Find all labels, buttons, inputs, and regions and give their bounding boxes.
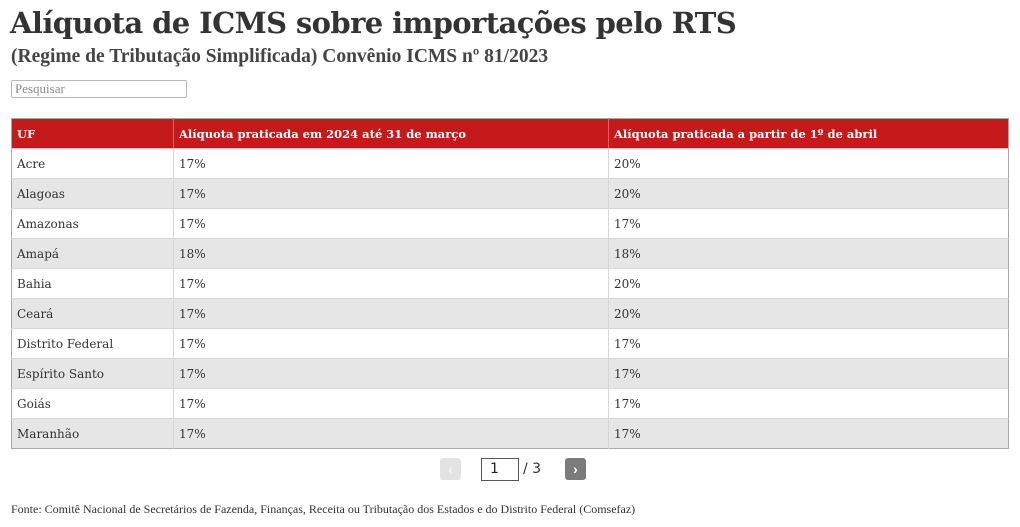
cell-uf: Distrito Federal [11, 328, 174, 359]
table-row: Acre 17% 20% [11, 148, 1009, 179]
cell-uf: Espírito Santo [11, 358, 174, 389]
cell-rate-from-april: 20% [608, 148, 1009, 179]
page-total: / 3 [523, 461, 542, 477]
table-row: Goiás 17% 17% [11, 388, 1009, 419]
cell-rate-from-april: 17% [608, 388, 1009, 419]
cell-uf: Maranhão [11, 418, 174, 449]
cell-rate-until-march: 17% [173, 208, 609, 239]
column-header-rate-from-april[interactable]: Alíquota praticada a partir de 1º de abr… [608, 118, 1009, 149]
cell-rate-until-march: 17% [173, 268, 609, 299]
cell-rate-until-march: 17% [173, 148, 609, 179]
chevron-right-icon: › [573, 461, 578, 477]
cell-rate-until-march: 17% [173, 358, 609, 389]
table-row: Amapá 18% 18% [11, 238, 1009, 269]
cell-uf: Goiás [11, 388, 174, 419]
previous-page-button[interactable]: ‹ [440, 458, 461, 480]
table-body: Acre 17% 20% Alagoas 17% 20% Amazonas 17% 17% Ama… [11, 148, 1009, 449]
cell-rate-from-april: 17% [608, 208, 1009, 239]
cell-rate-until-march: 17% [173, 178, 609, 209]
cell-rate-until-march: 17% [173, 388, 609, 419]
chevron-left-icon: ‹ [448, 461, 453, 477]
cell-uf: Alagoas [11, 178, 174, 209]
table-row: Maranhão 17% 17% [11, 418, 1009, 449]
cell-rate-from-april: 20% [608, 298, 1009, 329]
cell-rate-from-april: 20% [608, 178, 1009, 209]
table-row: Alagoas 17% 20% [11, 178, 1009, 209]
page-title: Alíquota de ICMS sobre importações pelo … [10, 6, 737, 40]
cell-rate-from-april: 18% [608, 238, 1009, 269]
source-note: Fonte: Comitê Nacional de Secretários de… [11, 502, 636, 516]
table-header-row: UF Alíquota praticada em 2024 até 31 de … [11, 118, 1009, 149]
cell-uf: Acre [11, 148, 174, 179]
column-header-rate-until-march[interactable]: Alíquota praticada em 2024 até 31 de mar… [173, 118, 609, 149]
cell-uf: Amapá [11, 238, 174, 269]
page-subtitle: (Regime de Tributação Simplificada) Conv… [11, 46, 549, 67]
cell-rate-until-march: 17% [173, 298, 609, 329]
table-row: Espírito Santo 17% 17% [11, 358, 1009, 389]
cell-rate-from-april: 17% [608, 328, 1009, 359]
table-row: Amazonas 17% 17% [11, 208, 1009, 239]
search-input[interactable] [11, 80, 187, 98]
icms-table: UF Alíquota praticada em 2024 até 31 de … [11, 118, 1009, 449]
cell-rate-from-april: 20% [608, 268, 1009, 299]
cell-rate-from-april: 17% [608, 418, 1009, 449]
cell-rate-until-march: 17% [173, 328, 609, 359]
cell-rate-until-march: 18% [173, 238, 609, 269]
table-row: Distrito Federal 17% 17% [11, 328, 1009, 359]
page-number-input[interactable] [481, 457, 519, 481]
cell-uf: Amazonas [11, 208, 174, 239]
cell-uf: Ceará [11, 298, 174, 329]
table-row: Ceará 17% 20% [11, 298, 1009, 329]
column-header-uf[interactable]: UF [11, 118, 174, 149]
table-row: Bahia 17% 20% [11, 268, 1009, 299]
next-page-button[interactable]: › [565, 458, 586, 480]
cell-rate-from-april: 17% [608, 358, 1009, 389]
cell-rate-until-march: 17% [173, 418, 609, 449]
cell-uf: Bahia [11, 268, 174, 299]
pagination: ‹ / 3 › [440, 457, 586, 481]
